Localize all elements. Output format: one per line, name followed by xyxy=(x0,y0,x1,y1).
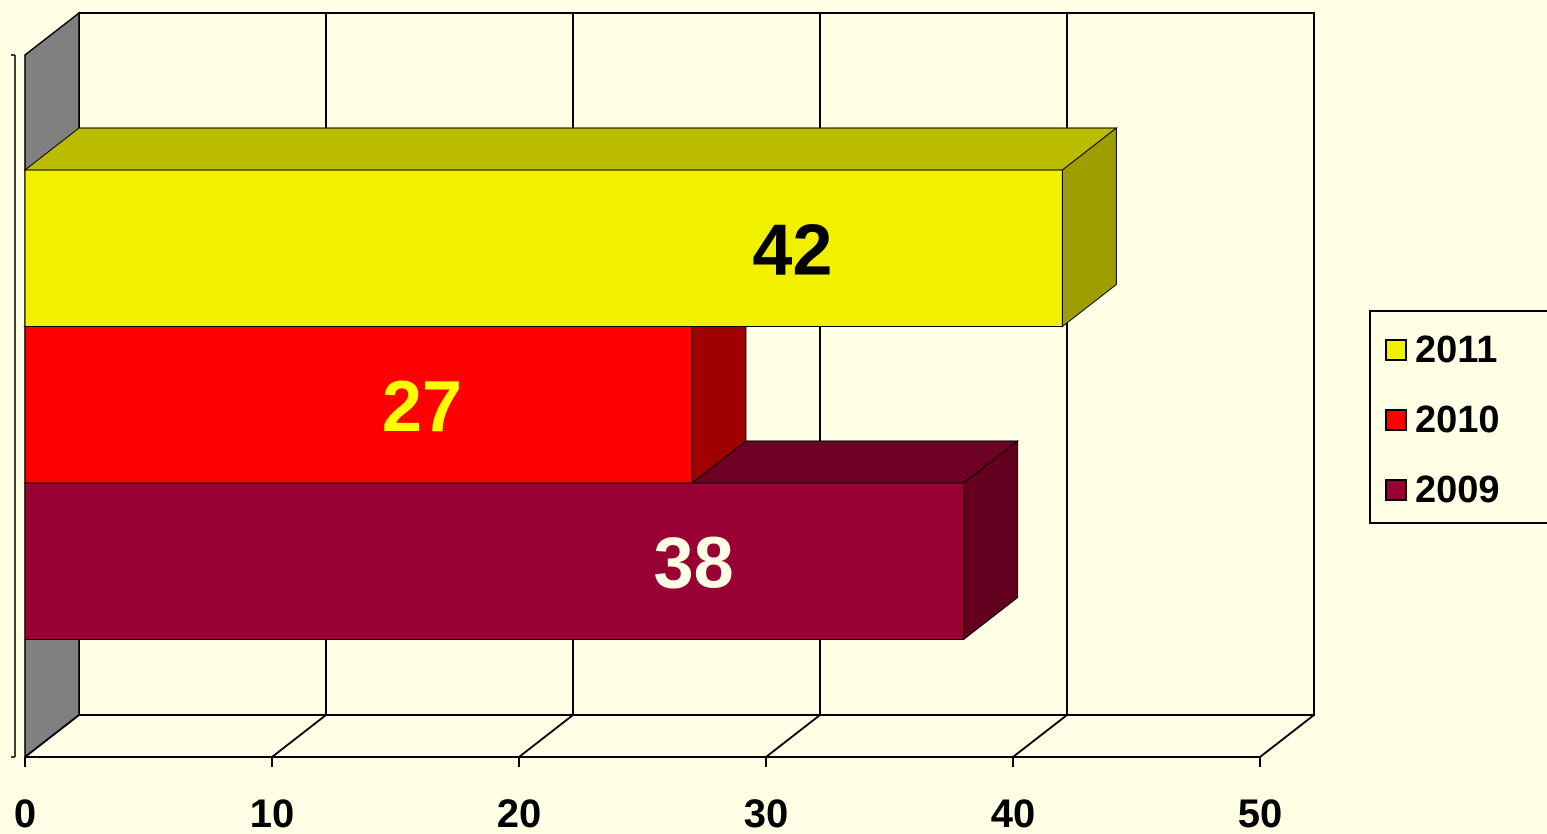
bar-front-2011 xyxy=(24,169,1063,327)
legend-label-2011: 2011 xyxy=(1415,328,1498,371)
legend-item-2010: 2010 xyxy=(1385,398,1500,441)
legend-swatch-2009 xyxy=(1385,479,1407,501)
legend-item-2009: 2009 xyxy=(1385,468,1500,511)
legend-swatch-2011 xyxy=(1385,339,1407,361)
x-tick-label-40: 40 xyxy=(991,792,1036,834)
bars: 42 27 38 xyxy=(23,126,1118,641)
data-label-2010: 27 xyxy=(382,367,462,447)
legend-swatch-2010 xyxy=(1385,409,1407,431)
floor-gridline-0 xyxy=(24,714,80,758)
x-axis: 0 10 20 30 40 50 xyxy=(14,757,1282,834)
data-label-2011: 42 xyxy=(752,210,832,290)
floor-gridline-20 xyxy=(518,714,574,758)
legend-item-2011: 2011 xyxy=(1385,328,1498,371)
x-tick-label-20: 20 xyxy=(497,792,542,834)
legend-label-2010: 2010 xyxy=(1415,398,1500,441)
floor-gridline-30 xyxy=(765,714,821,758)
bar-top-2011 xyxy=(23,127,1118,171)
legend: 2011 2010 2009 xyxy=(1369,310,1547,524)
bar-front-2010 xyxy=(24,326,693,484)
data-label-2009: 38 xyxy=(654,523,734,603)
x-tick-label-30: 30 xyxy=(744,792,789,834)
x-tick-label-0: 0 xyxy=(14,792,36,834)
floor-gridline-10 xyxy=(271,714,327,758)
bar-2011 xyxy=(23,126,1118,328)
x-tick-label-10: 10 xyxy=(250,792,295,834)
floor-gridline-40 xyxy=(1012,714,1068,758)
legend-label-2009: 2009 xyxy=(1415,468,1500,511)
floor-gridline-50 xyxy=(1259,714,1315,758)
bar-front-2009 xyxy=(24,482,965,640)
x-tick-label-50: 50 xyxy=(1238,792,1283,834)
